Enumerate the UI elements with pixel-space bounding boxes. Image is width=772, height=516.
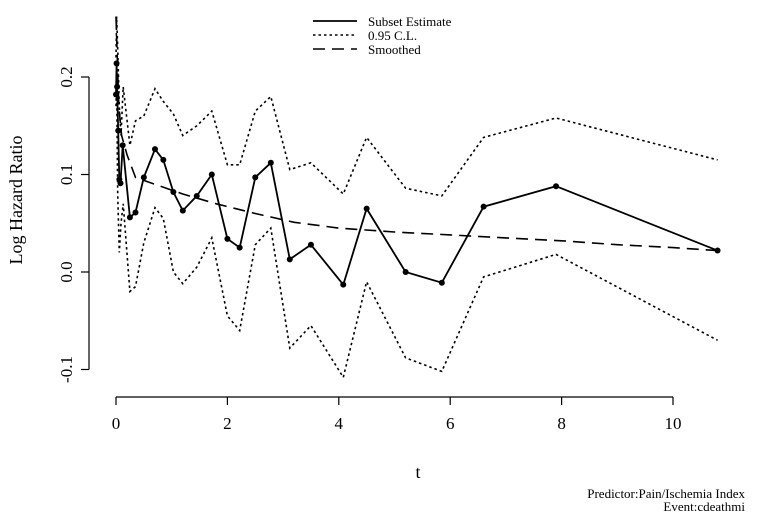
- y-axis-title: Log Hazard Ratio: [6, 136, 26, 265]
- series-point: [267, 159, 274, 166]
- series-line-1: [115, 16, 718, 197]
- footnote-event: Event:cdeathmi: [663, 499, 745, 514]
- y-tick-label: 0.2: [57, 66, 76, 87]
- series-point: [208, 171, 215, 178]
- y-tick-label: 0.0: [57, 261, 76, 282]
- legend-label: 0.95 C.L.: [368, 28, 417, 43]
- axes: 0 2 4 6 8 10 -0.1 0.0 0.1 0.2 t Log Hazard Ratio: [6, 66, 682, 482]
- series-point: [236, 244, 243, 251]
- series-point: [224, 235, 231, 242]
- series-point: [170, 189, 177, 196]
- series-point: [553, 183, 560, 190]
- x-tick-label: 6: [446, 414, 455, 433]
- series-point: [252, 174, 259, 181]
- series-point: [151, 146, 158, 153]
- series-point: [480, 203, 487, 210]
- series-point: [286, 256, 293, 263]
- series-point: [126, 214, 133, 221]
- series-point: [340, 281, 347, 288]
- x-tick-label: 2: [223, 414, 232, 433]
- x-tick-label: 8: [557, 414, 566, 433]
- series-point: [140, 174, 147, 181]
- x-axis-title: t: [415, 462, 420, 482]
- series-point: [402, 269, 409, 275]
- series-layer: [113, 16, 721, 380]
- series-point: [363, 205, 370, 212]
- series-point: [160, 156, 167, 163]
- series-point: [117, 180, 124, 187]
- footnote-predictor: Predictor:Pain/Ischemia Index: [587, 486, 745, 501]
- legend-label: Smoothed: [368, 42, 421, 57]
- series-point: [132, 209, 139, 216]
- series-line-2: [115, 76, 718, 380]
- x-tick-label: 4: [335, 414, 344, 433]
- series-point: [179, 207, 186, 214]
- legend-label: Subset Estimate: [368, 14, 452, 29]
- y-tick-label: -0.1: [57, 356, 76, 383]
- series-line-0: [115, 63, 718, 287]
- series-point: [307, 241, 314, 248]
- y-tick-label: 0.1: [57, 164, 76, 185]
- series-point: [119, 142, 126, 149]
- series-line-3: [115, 16, 718, 252]
- x-tick-label: 10: [665, 414, 682, 433]
- x-tick-label: 0: [112, 414, 121, 433]
- series-point: [438, 279, 445, 286]
- series-point: [193, 192, 200, 199]
